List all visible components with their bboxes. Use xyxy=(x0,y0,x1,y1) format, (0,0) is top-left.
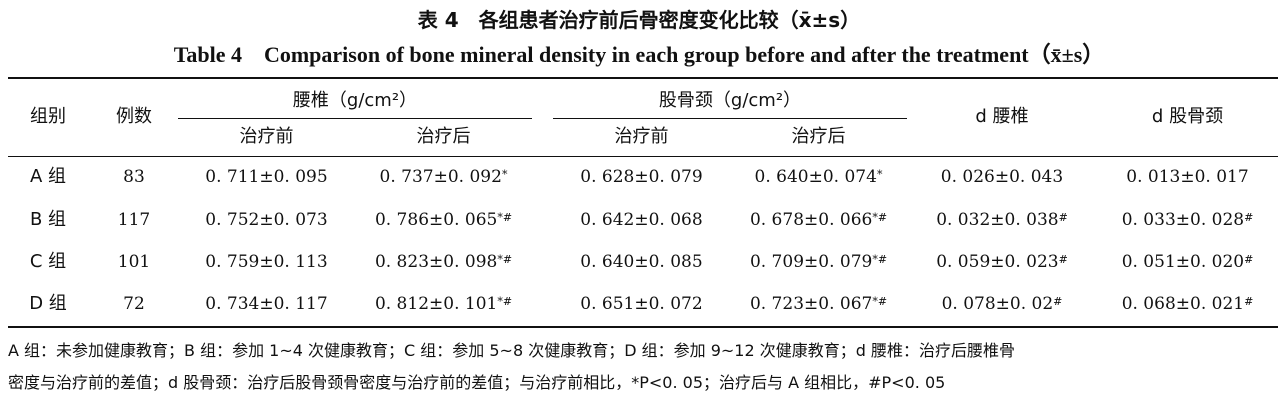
row-a-lumbar-before: 0. 711±0. 095 xyxy=(205,167,328,187)
row-b-count: 117 xyxy=(117,210,151,230)
row-d-femoral-after: 0. 723±0. 067*# xyxy=(730,292,907,316)
row-a-group: A 组 xyxy=(29,166,67,187)
value: 0. 026±0. 043 xyxy=(940,167,1064,187)
header-count: 例数 xyxy=(116,106,152,127)
significance-mark: *# xyxy=(872,211,888,224)
row-a-femoral-after: 0. 640±0. 074* xyxy=(730,165,907,189)
significance-mark: * xyxy=(501,168,508,181)
bottom-rule xyxy=(8,326,1278,328)
row-d-group: D 组 xyxy=(29,293,67,314)
value: 0. 823±0. 098 xyxy=(374,252,498,272)
row-a-d-lumbar: 0. 026±0. 043 xyxy=(907,165,1097,189)
lumbar-subrule xyxy=(178,118,532,119)
header-lumbar-before: 治疗前 xyxy=(239,126,294,147)
value: 0. 059±0. 023 xyxy=(936,252,1059,272)
significance-mark: # xyxy=(1244,211,1254,224)
significance-mark: # xyxy=(1244,253,1254,266)
table-title-english: Table 4 Comparison of bone mineral densi… xyxy=(173,42,1105,67)
significance-mark: # xyxy=(1058,253,1068,266)
value: 0. 678±0. 066 xyxy=(749,210,873,230)
value: 0. 033±0. 028 xyxy=(1121,210,1245,230)
header-femoral: 股骨颈（g/cm²） xyxy=(658,90,802,111)
header-lumbar: 腰椎（g/cm²） xyxy=(292,90,418,111)
row-c-count: 101 xyxy=(117,252,151,272)
significance-mark: *# xyxy=(872,253,888,266)
value: 0. 068±0. 021 xyxy=(1121,294,1245,314)
row-b-group: B 组 xyxy=(29,209,67,230)
row-d-lumbar-after: 0. 812±0. 101*# xyxy=(355,292,532,316)
row-b-d-femoral: 0. 033±0. 028# xyxy=(1097,208,1278,232)
value: 0. 032±0. 038 xyxy=(936,210,1059,230)
table-title-chinese: 表 4 各组患者治疗前后骨密度变化比较（x̄±s） xyxy=(417,8,861,32)
row-c-d-femoral: 0. 051±0. 020# xyxy=(1097,250,1278,274)
value: 0. 078±0. 02 xyxy=(941,294,1054,314)
value: 0. 709±0. 079 xyxy=(749,252,873,272)
significance-mark: # xyxy=(1244,295,1254,308)
row-a-count: 83 xyxy=(123,167,145,187)
significance-mark: *# xyxy=(497,295,513,308)
row-b-d-lumbar: 0. 032±0. 038# xyxy=(907,208,1097,232)
value: 0. 786±0. 065 xyxy=(374,210,498,230)
row-c-d-lumbar: 0. 059±0. 023# xyxy=(907,250,1097,274)
header-femoral-before: 治疗前 xyxy=(614,126,669,147)
value: 0. 737±0. 092 xyxy=(379,167,502,187)
row-c-femoral-before: 0. 640±0. 085 xyxy=(580,252,703,272)
row-b-lumbar-after: 0. 786±0. 065*# xyxy=(355,208,532,232)
header-lumbar-after: 治疗后 xyxy=(416,126,471,147)
row-d-d-lumbar: 0. 078±0. 02# xyxy=(907,292,1097,316)
row-c-lumbar-after: 0. 823±0. 098*# xyxy=(355,250,532,274)
header-rule xyxy=(8,156,1278,157)
significance-mark: * xyxy=(876,168,883,181)
value: 0. 812±0. 101 xyxy=(374,294,498,314)
header-d-lumbar: d 腰椎 xyxy=(975,106,1029,127)
significance-mark: *# xyxy=(497,253,513,266)
femoral-subrule xyxy=(553,118,907,119)
table-note-line-2: 密度与治疗前的差值；d 股骨颈：治疗后股骨颈骨密度与治疗前的差值；与治疗前相比，… xyxy=(8,373,946,392)
header-d-femoral: d 股骨颈 xyxy=(1151,106,1224,127)
value: 0. 013±0. 017 xyxy=(1126,167,1249,187)
row-c-group: C 组 xyxy=(29,251,67,272)
table-note-line-1: A 组：未参加健康教育；B 组：参加 1~4 次健康教育；C 组：参加 5~8 … xyxy=(8,341,1015,360)
row-b-femoral-after: 0. 678±0. 066*# xyxy=(730,208,907,232)
significance-mark: *# xyxy=(497,211,513,224)
significance-mark: # xyxy=(1053,295,1063,308)
value: 0. 723±0. 067 xyxy=(749,294,873,314)
row-c-lumbar-before: 0. 759±0. 113 xyxy=(205,252,328,272)
row-a-femoral-before: 0. 628±0. 079 xyxy=(580,167,703,187)
row-d-d-femoral: 0. 068±0. 021# xyxy=(1097,292,1278,316)
row-d-count: 72 xyxy=(123,294,145,314)
row-a-lumbar-after: 0. 737±0. 092* xyxy=(355,165,532,189)
row-b-femoral-before: 0. 642±0. 068 xyxy=(580,210,703,230)
row-d-femoral-before: 0. 651±0. 072 xyxy=(580,294,703,314)
significance-mark: # xyxy=(1058,211,1068,224)
row-b-lumbar-before: 0. 752±0. 073 xyxy=(205,210,328,230)
row-c-femoral-after: 0. 709±0. 079*# xyxy=(730,250,907,274)
significance-mark: *# xyxy=(872,295,888,308)
header-femoral-after: 治疗后 xyxy=(791,126,846,147)
value: 0. 640±0. 074 xyxy=(754,167,877,187)
value: 0. 051±0. 020 xyxy=(1121,252,1245,272)
top-rule xyxy=(8,77,1278,79)
header-group: 组别 xyxy=(30,106,66,127)
row-d-lumbar-before: 0. 734±0. 117 xyxy=(205,294,328,314)
row-a-d-femoral: 0. 013±0. 017 xyxy=(1097,165,1278,189)
